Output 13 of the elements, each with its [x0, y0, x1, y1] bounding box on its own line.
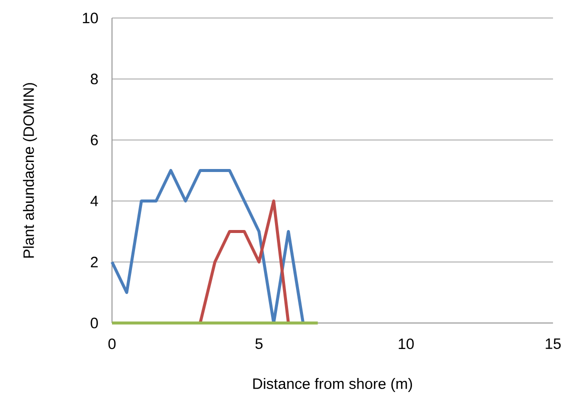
x-tick-label: 5: [255, 338, 263, 349]
x-tick-label: 10: [398, 338, 414, 350]
y-tick-label: 4: [90, 196, 98, 206]
y-tick-label: 6: [90, 134, 98, 146]
x-axis-title: Distance from shore (m): [253, 378, 412, 392]
y-tick-label: 8: [90, 74, 98, 84]
y-tick-label: 10: [82, 12, 98, 24]
y-tick-label: 0: [90, 318, 98, 328]
line-series: [198, 199, 290, 324]
x-tick-label: 15: [546, 338, 561, 349]
y-axis-title: Plant abundacne (DOMIN): [22, 83, 37, 258]
y-tick-label: 2: [90, 256, 98, 268]
x-tick-label: 0: [108, 338, 116, 350]
